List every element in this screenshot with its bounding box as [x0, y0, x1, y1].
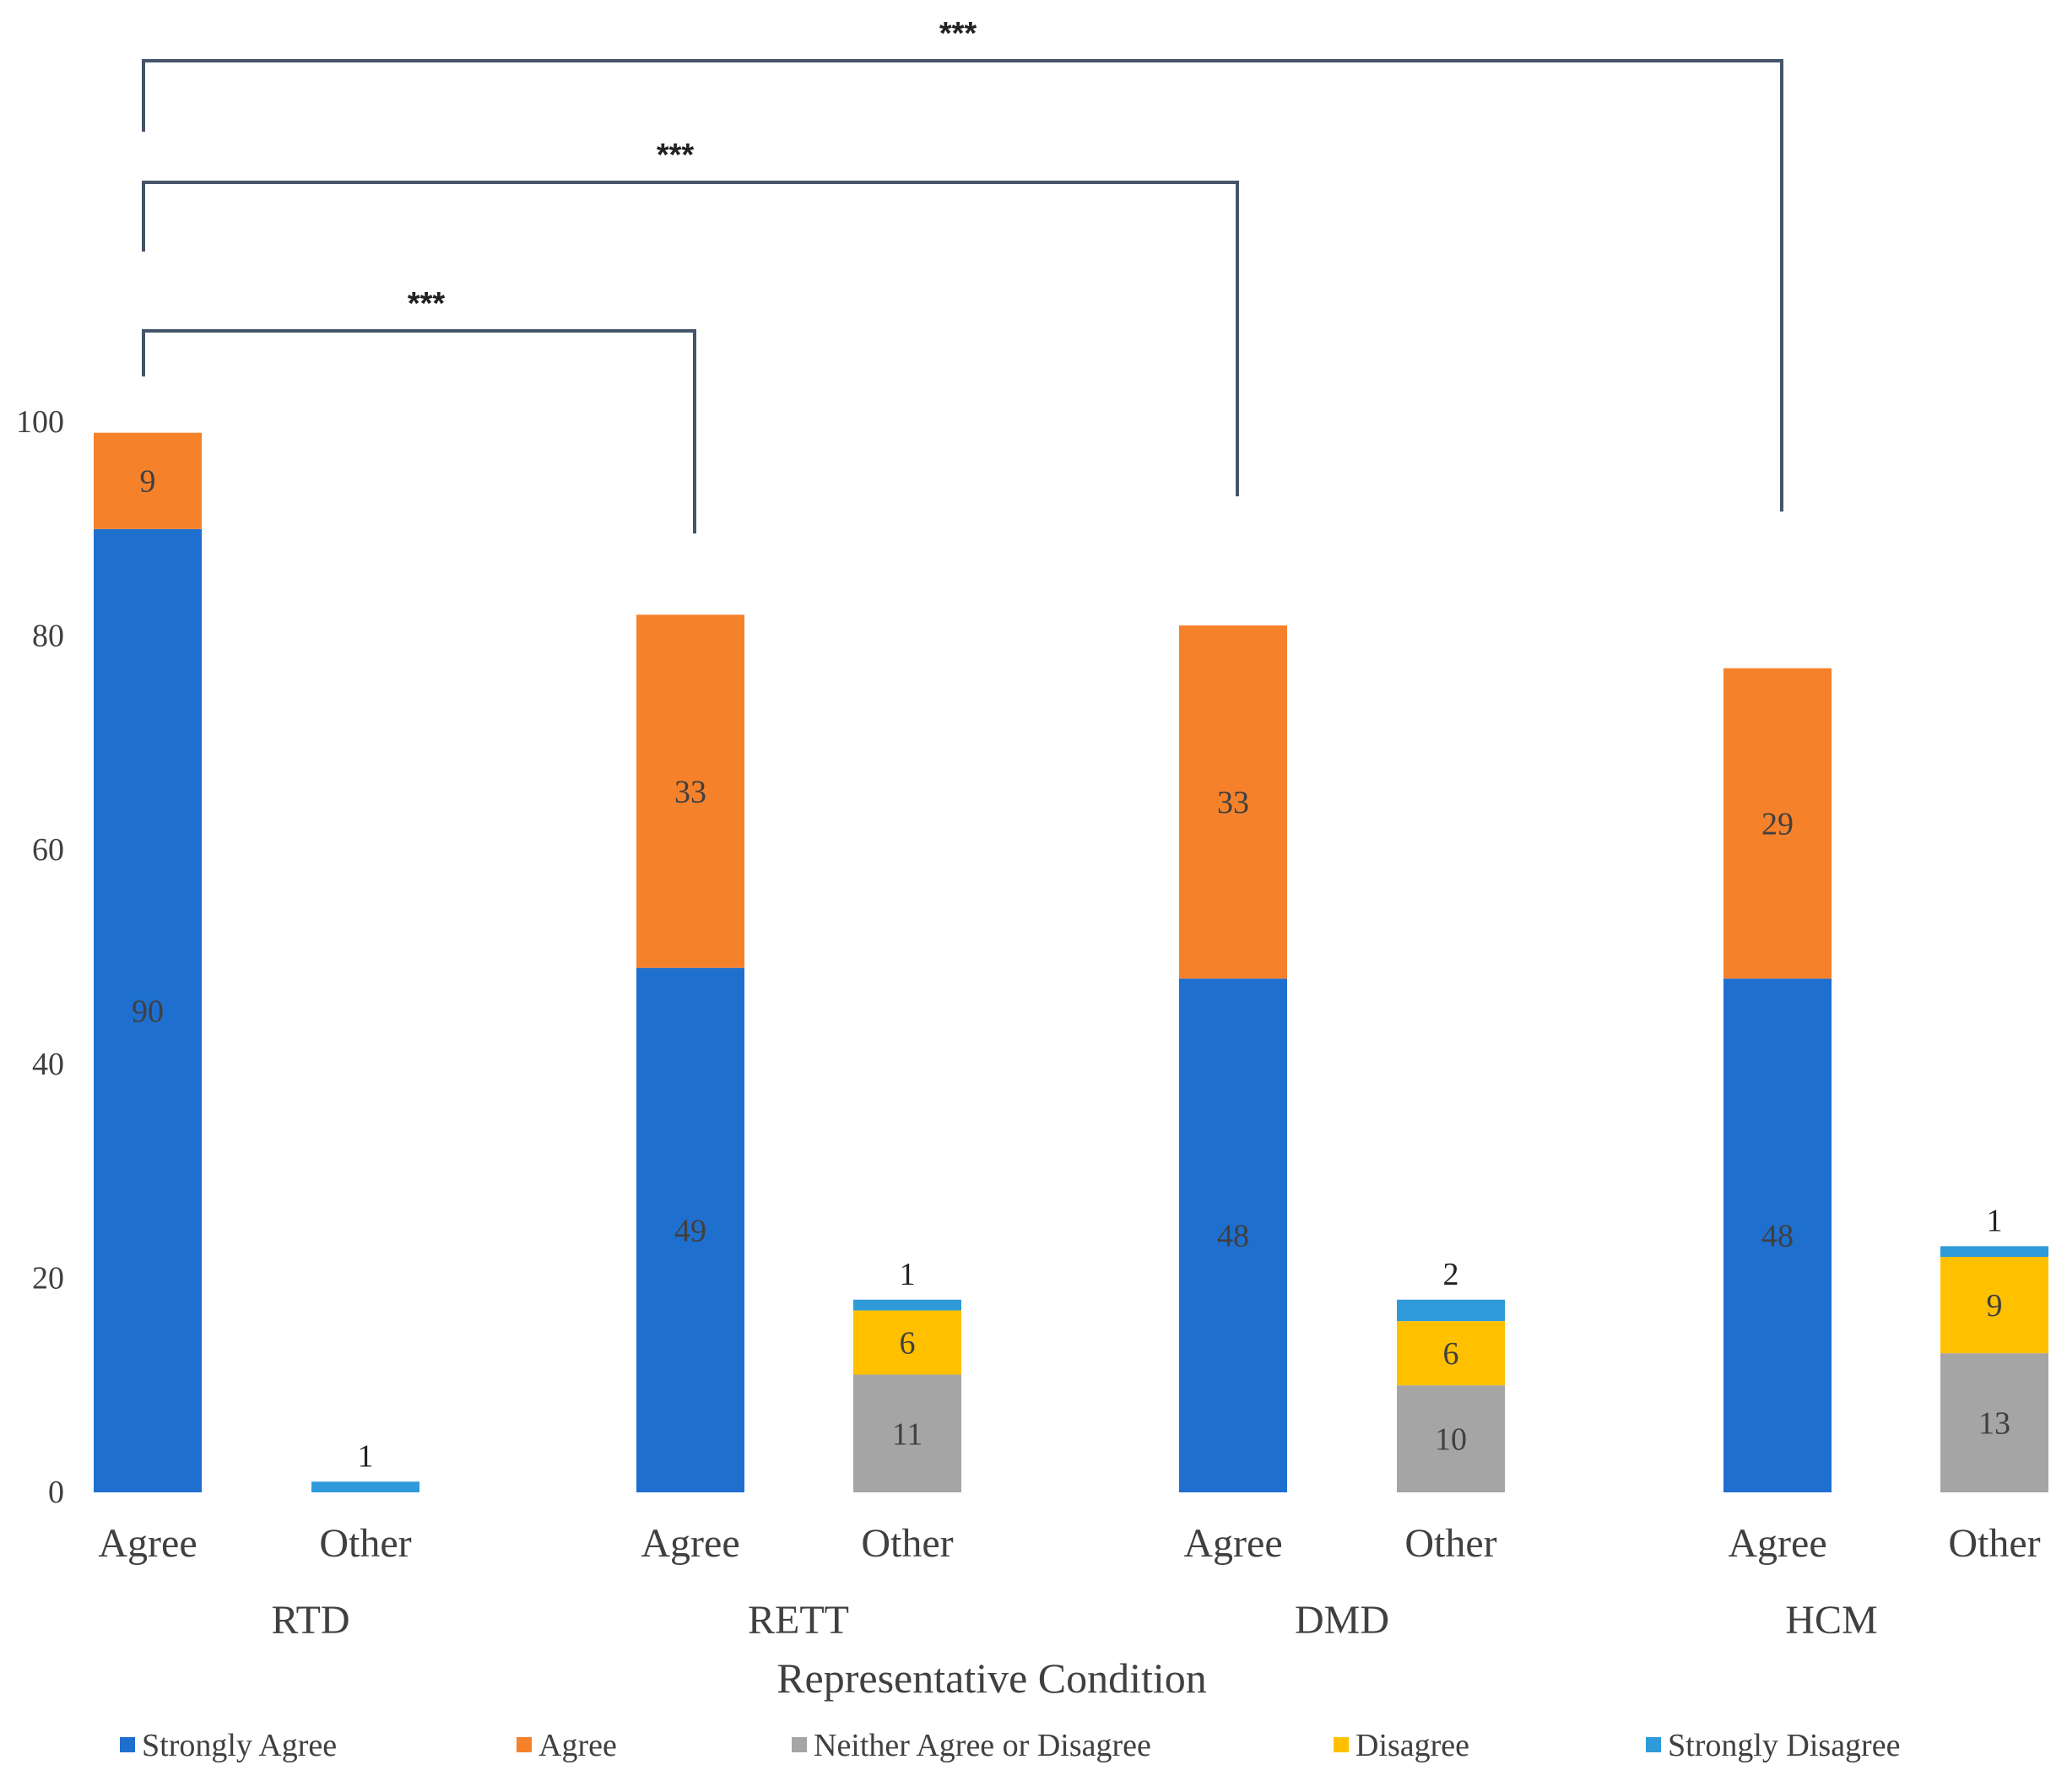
bar-segment-strongly-agree-1 [94, 528, 202, 1492]
data-label-agree-7: 29 [1761, 807, 1794, 842]
significance-label-3: *** [939, 16, 977, 51]
data-label-strongly-disagree-4: 1 [900, 1257, 916, 1292]
legend-swatch-neither-agree-or-disagree [792, 1737, 807, 1752]
bars [94, 432, 2048, 1492]
group-labels: RTD RETT DMD HCM [271, 1598, 1877, 1643]
group-label-hcm: HCM [1785, 1598, 1877, 1643]
y-axis-ticks: 0 20 40 60 80 100 [16, 404, 64, 1510]
legend-label-strongly-disagree: Strongly Disagree [1668, 1728, 1900, 1763]
x-tick-agree-3: Agree [641, 1521, 739, 1566]
data-label-neither-agree-or-disagree-6: 10 [1435, 1422, 1467, 1458]
data-label-strongly-agree-7: 48 [1761, 1219, 1794, 1254]
data-label-agree-3: 33 [674, 774, 706, 809]
data-label-neither-agree-or-disagree-4: 11 [892, 1416, 923, 1452]
bar-segment-strongly-disagree-2 [311, 1481, 419, 1492]
bar-segment-strongly-disagree-6 [1397, 1299, 1505, 1322]
group-label-rtd: RTD [271, 1598, 349, 1643]
legend: Strongly Agree Agree Neither Agree or Disa… [120, 1728, 1900, 1763]
bar-segment-strongly-agree-7 [1723, 978, 1832, 1492]
data-label-strongly-agree-3: 49 [674, 1213, 706, 1248]
bar-segment-agree-1 [94, 432, 202, 529]
significance-label-2: *** [657, 138, 695, 173]
group-label-dmd: DMD [1295, 1598, 1389, 1643]
x-axis-title: Representative Condition [776, 1654, 1207, 1702]
legend-label-neither-agree-or-disagree: Neither Agree or Disagree [814, 1728, 1151, 1763]
y-tick-0: 0 [48, 1475, 64, 1510]
data-label-agree-1: 9 [140, 464, 156, 500]
group-label-rett: RETT [748, 1598, 849, 1643]
legend-label-agree: Agree [538, 1728, 617, 1763]
bar-segment-agree-7 [1723, 668, 1832, 979]
bar-segment-strongly-agree-5 [1179, 978, 1287, 1492]
bar-segment-agree-5 [1179, 625, 1287, 979]
legend-label-strongly-agree: Strongly Agree [142, 1728, 337, 1763]
y-tick-20: 20 [32, 1260, 64, 1296]
y-tick-60: 60 [32, 832, 64, 868]
data-label-strongly-disagree-2: 1 [358, 1438, 374, 1474]
x-tick-agree-7: Agree [1728, 1521, 1826, 1566]
significance-bracket-1 [142, 329, 696, 533]
significance-bracket-2 [142, 181, 1239, 496]
legend-label-disagree: Disagree [1355, 1728, 1469, 1763]
x-tick-agree-5: Agree [1183, 1521, 1282, 1566]
data-label-strongly-agree-5: 48 [1217, 1219, 1249, 1254]
data-label-disagree-6: 6 [1443, 1336, 1459, 1372]
bar-segment-neither-agree-or-disagree-4 [853, 1374, 961, 1492]
legend-swatch-strongly-agree [120, 1737, 135, 1752]
bar-segment-strongly-disagree-4 [853, 1299, 961, 1311]
data-label-disagree-8: 9 [1987, 1288, 2003, 1324]
x-tick-agree-1: Agree [98, 1521, 197, 1566]
bar-segment-neither-agree-or-disagree-6 [1397, 1385, 1505, 1492]
y-tick-40: 40 [32, 1047, 64, 1082]
x-tick-other-2: Other [319, 1521, 411, 1566]
legend-swatch-disagree [1334, 1737, 1349, 1752]
bar-segment-disagree-8 [1940, 1257, 2048, 1354]
data-label-disagree-4: 6 [900, 1325, 916, 1361]
data-label-neither-agree-or-disagree-8: 13 [1978, 1406, 2010, 1442]
bar-segment-neither-agree-or-disagree-8 [1940, 1353, 2048, 1492]
significance-brackets: *** *** *** [142, 16, 1783, 533]
bar-segment-agree-3 [636, 614, 744, 968]
bar-segment-disagree-6 [1397, 1321, 1505, 1386]
significance-label-1: *** [408, 286, 446, 322]
significance-bracket-3 [142, 59, 1783, 512]
x-axis-ticks: Agree Other Agree Other Agree Other Agree Other [98, 1521, 2040, 1566]
legend-swatch-agree [517, 1737, 532, 1752]
data-label-strongly-agree-1: 90 [132, 993, 164, 1029]
bar-segment-strongly-agree-3 [636, 967, 744, 1492]
y-tick-100: 100 [16, 404, 64, 440]
data-label-strongly-disagree-6: 2 [1443, 1257, 1459, 1292]
y-tick-80: 80 [32, 619, 64, 654]
legend-swatch-strongly-disagree [1646, 1737, 1661, 1752]
x-tick-other-4: Other [861, 1521, 953, 1566]
data-label-strongly-disagree-8: 1 [1987, 1203, 2003, 1238]
bar-segment-strongly-disagree-8 [1940, 1246, 2048, 1258]
data-labels: 90 9 1 49 33 11 6 1 48 33 10 6 2 48 29 13 9 1 [132, 464, 2010, 1475]
bar-segment-disagree-4 [853, 1310, 961, 1375]
x-tick-other-6: Other [1404, 1521, 1496, 1566]
x-tick-other-8: Other [1948, 1521, 2040, 1566]
data-label-agree-5: 33 [1217, 785, 1249, 820]
